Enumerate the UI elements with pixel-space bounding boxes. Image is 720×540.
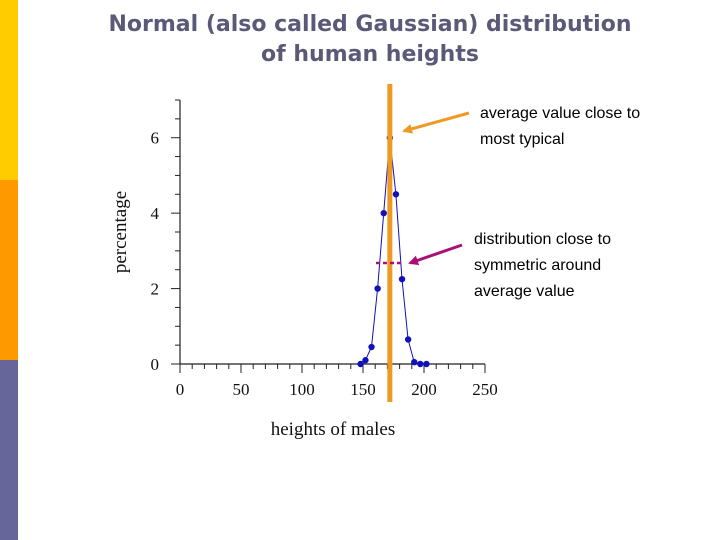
data-point	[357, 360, 364, 368]
x-axis-label: heights of males	[271, 419, 396, 440]
x-tick-label: 200	[411, 380, 437, 399]
y-tick-label: 0	[151, 355, 160, 374]
y-tick-label: 4	[151, 204, 160, 223]
y-tick-label: 6	[151, 129, 160, 148]
decorative-bar-yellow	[0, 0, 18, 180]
annotation-average-line-2: most typical	[480, 131, 565, 148]
annotation-symmetric: distribution close to symmetric around a…	[474, 227, 611, 305]
data-point	[404, 336, 412, 343]
decorative-bar-orange	[0, 180, 18, 360]
chart-series	[357, 134, 430, 368]
annotation-symmetric-line-2: symmetric around	[474, 257, 602, 274]
average-arrow	[402, 111, 470, 134]
y-tick-label: 2	[151, 280, 160, 299]
annotation-symmetric-line-1: distribution close to	[474, 231, 611, 248]
title-line-2: of human heights	[261, 42, 479, 67]
x-tick-label: 50	[233, 380, 250, 399]
series-line	[360, 137, 427, 365]
chart-overlay	[376, 84, 470, 402]
annotation-symmetric-line-3: average value	[474, 283, 575, 300]
data-point	[423, 360, 430, 368]
x-tick-label: 100	[289, 380, 315, 399]
title-line-1: Normal (also called Gaussian) distributi…	[108, 12, 632, 37]
data-point	[374, 285, 381, 292]
x-tick-label: 250	[472, 380, 498, 399]
annotation-average: average value close to most typical	[480, 101, 640, 153]
chart-ticks: 0 50 100 150 200 250 0 2 4 6	[151, 99, 498, 399]
data-point	[380, 209, 387, 217]
x-tick-label: 0	[176, 380, 185, 399]
data-point	[411, 358, 418, 366]
data-point	[417, 360, 424, 368]
slide-title: Normal (also called Gaussian) distributi…	[20, 10, 720, 70]
x-tick-label: 150	[350, 380, 376, 399]
data-point	[362, 357, 369, 364]
y-axis-label: percentage	[110, 191, 131, 273]
data-point	[368, 343, 375, 351]
annotation-average-line-1: average value close to	[480, 105, 641, 122]
data-point	[392, 191, 400, 198]
decorative-bar-slate	[0, 360, 18, 540]
symmetry-arrow	[408, 243, 463, 266]
data-point	[398, 275, 406, 283]
chart-axes	[179, 100, 485, 365]
